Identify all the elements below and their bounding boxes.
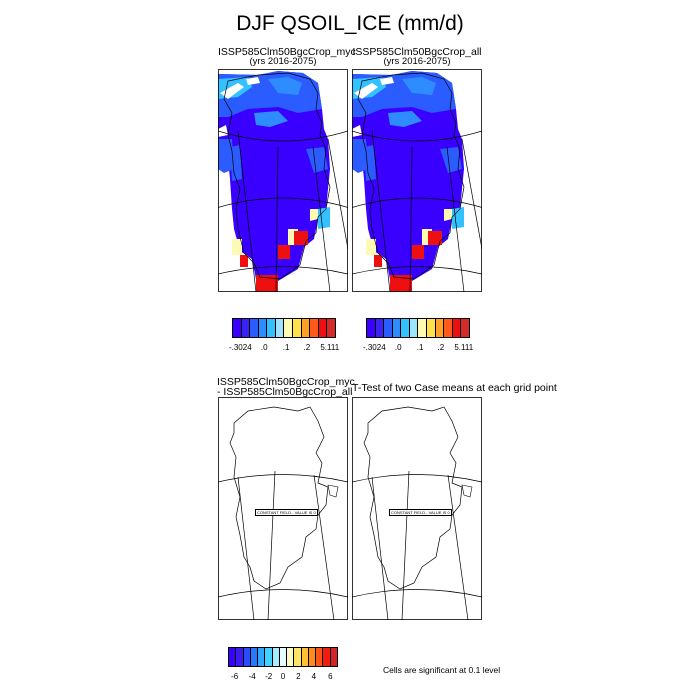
qsoil-ice-field <box>218 71 330 292</box>
colorbar-swatch <box>301 319 311 337</box>
colorbar-swatch <box>375 319 385 337</box>
colorbar-swatch <box>258 319 268 337</box>
difference-line2: - ISSP585Clm50BgcCrop_all <box>217 386 353 398</box>
colorbar-swatch <box>401 319 410 337</box>
colorbar-swatch <box>308 648 317 666</box>
colorbar-swatch <box>418 319 428 337</box>
colorbar-swatch <box>287 648 295 666</box>
colorbar-swatch <box>294 648 302 666</box>
coastline <box>223 72 331 280</box>
colorbar-swatch <box>427 319 436 337</box>
colorbar-swatch <box>229 648 237 666</box>
colorbar-swatch <box>243 648 251 666</box>
colorbar-swatch <box>293 319 302 337</box>
colorbar-swatch <box>316 648 324 666</box>
colorbar-tick-label: -.3024 <box>228 343 252 352</box>
colorbar-tick-label: .1 <box>416 343 424 352</box>
colorbar-swatch <box>367 319 376 337</box>
panel-case-name: ISSP585Clm50BgcCrop_myc <box>218 46 356 58</box>
map-panel-bottom-right: CONSTANT FIELD - VALUE IS 0 <box>352 397 482 620</box>
colorbar-tick-label: 2 <box>296 672 301 681</box>
panel-years: (yrs 2016-2075) <box>383 56 451 67</box>
colorbar-swatch <box>258 648 266 666</box>
coastline <box>363 406 463 590</box>
colorbar-swatch <box>250 648 259 666</box>
colorbar-tick-label: .2 <box>437 343 445 352</box>
ttest-title: T-Test of two Case means at each grid po… <box>352 382 557 394</box>
qsoil-ice-field <box>352 71 464 292</box>
colorbar-swatch <box>435 319 445 337</box>
colorbar-swatch <box>265 648 273 666</box>
colorbar-swatch <box>461 319 469 337</box>
colorbar-labels-top-right: -.3024 .0 .1 .2 5.111 <box>362 343 474 353</box>
colorbar-tick-label: -.3024 <box>362 343 386 352</box>
map-panel-top-left <box>218 69 348 292</box>
map-canvas <box>218 397 348 620</box>
colorbar-tick-label: 6 <box>328 672 333 681</box>
panel-years: (yrs 2016-2075) <box>249 56 317 67</box>
colorbar-swatch <box>279 648 288 666</box>
colorbar-swatch <box>267 319 276 337</box>
map-panel-bottom-left: CONSTANT FIELD - VALUE IS 0 <box>218 397 348 620</box>
colorbar-swatch <box>310 319 319 337</box>
colorbar-swatch <box>409 319 419 337</box>
colorbar-difference <box>228 647 338 667</box>
colorbar-tick-label: .2 <box>303 343 311 352</box>
colorbar-tick-label: .1 <box>282 343 290 352</box>
colorbar-swatch <box>275 319 285 337</box>
colorbar-tick-label: -6 <box>231 672 239 681</box>
map-canvas <box>352 69 482 292</box>
graticule <box>352 470 482 620</box>
colorbar-swatch <box>318 319 328 337</box>
colorbar-tick-label: 5.111 <box>320 343 340 352</box>
colorbar-tick-label: -2 <box>265 672 273 681</box>
colorbar-top-left <box>232 318 336 338</box>
panel-case-name: ISSP585Clm50BgcCrop_all <box>352 46 482 58</box>
colorbar-swatch <box>250 319 259 337</box>
colorbar-swatch <box>330 648 337 666</box>
colorbar-swatch <box>284 319 294 337</box>
graticule <box>218 130 348 292</box>
colorbar-swatch <box>384 319 393 337</box>
colorbar-labels-top-left: -.3024 .0 .1 .2 5.111 <box>228 343 340 353</box>
colorbar-swatch <box>452 319 462 337</box>
colorbar-tick-label: .0 <box>260 343 268 352</box>
colorbar-swatch <box>323 648 331 666</box>
constant-field-label: CONSTANT FIELD - VALUE IS 0 <box>389 509 452 516</box>
constant-field-label: CONSTANT FIELD - VALUE IS 0 <box>255 509 318 516</box>
colorbar-swatch <box>233 319 242 337</box>
colorbar-swatch <box>301 648 309 666</box>
coastline <box>357 72 465 280</box>
graticule <box>352 130 482 292</box>
colorbar-swatch <box>327 319 335 337</box>
colorbar-top-right <box>366 318 470 338</box>
graticule <box>218 470 348 620</box>
colorbar-tick-label: 5.111 <box>454 343 474 352</box>
map-panel-top-right <box>352 69 482 292</box>
coastline <box>229 406 329 590</box>
colorbar-swatch <box>272 648 280 666</box>
colorbar-tick-label: 4 <box>311 672 317 681</box>
colorbar-swatch <box>392 319 402 337</box>
colorbar-labels-difference: -6 -4 -2 0 2 4 6 <box>228 672 338 682</box>
difference-title: ISSP585Clm50BgcCrop_myc - ISSP585Clm50Bg… <box>217 376 355 398</box>
colorbar-tick-label: .0 <box>394 343 402 352</box>
map-canvas <box>352 397 482 620</box>
panel-title-top-left: ISSP585Clm50BgcCrop_myc (yrs 2016-2075) <box>218 47 356 67</box>
colorbar-tick-label: 0 <box>280 672 286 681</box>
colorbar-swatch <box>241 319 251 337</box>
figure-title: DJF QSOIL_ICE (mm/d) <box>236 12 464 35</box>
colorbar-swatch <box>444 319 453 337</box>
panel-title-top-right: ISSP585Clm50BgcCrop_all (yrs 2016-2075) <box>352 47 482 67</box>
colorbar-swatch <box>236 648 244 666</box>
difference-line1: ISSP585Clm50BgcCrop_myc <box>217 376 355 388</box>
significance-note: Cells are significant at 0.1 level <box>383 665 501 675</box>
colorbar-tick-label: -4 <box>248 672 256 681</box>
map-canvas <box>218 69 348 292</box>
